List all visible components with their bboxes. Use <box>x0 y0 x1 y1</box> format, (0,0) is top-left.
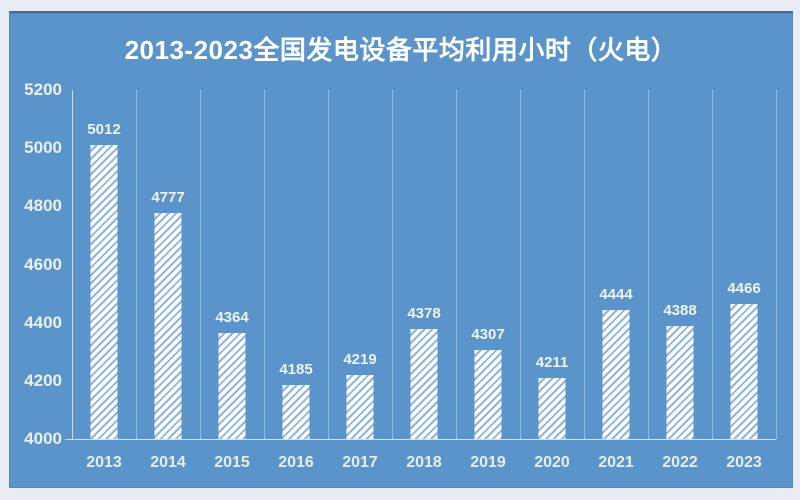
chart-panel: 2013-2023全国发电设备平均利用小时（火电） 5200 5000 4800 46… <box>9 11 793 488</box>
bar-value-label: 4378 <box>407 305 441 323</box>
bar-value-label: 4466 <box>727 279 761 297</box>
x-tick-label: 2017 <box>342 454 378 471</box>
y-tick-label: 4000 <box>24 429 62 448</box>
y-tick-label: 4600 <box>24 254 62 274</box>
bar-column: 4378 <box>392 90 456 439</box>
bar-column: 4219 <box>328 90 392 439</box>
bar-value-label: 4219 <box>343 351 377 369</box>
bar-2016 <box>282 385 310 439</box>
bar-2018 <box>410 329 438 439</box>
bar-value-label: 4364 <box>215 309 249 327</box>
bar-2022 <box>666 326 694 439</box>
bar-2014 <box>154 213 182 439</box>
y-tick-label: 4200 <box>24 370 62 390</box>
v-gridline <box>584 90 585 439</box>
bar-column: 5012 <box>72 90 136 439</box>
x-tick-label: 2022 <box>662 454 698 471</box>
bar-value-label: 4307 <box>471 325 505 343</box>
y-tick-label: 4800 <box>24 196 62 216</box>
bar-2015 <box>218 333 246 439</box>
x-axis-tick-labels: 2013 2014 2015 2016 2017 2018 2019 2020 2021 2022… <box>72 454 776 484</box>
x-tick-label: 2018 <box>406 454 442 471</box>
bar-column: 4211 <box>520 90 584 439</box>
bar-column: 4185 <box>264 90 328 439</box>
x-tick-label: 2021 <box>598 454 634 471</box>
y-tick-label: 5200 <box>24 80 62 99</box>
chart-title: 2013-2023全国发电设备平均利用小时（火电） <box>124 35 678 65</box>
x-tick-label: 2020 <box>534 454 570 471</box>
bar-2019 <box>474 349 502 439</box>
bar-column: 4388 <box>648 90 712 439</box>
v-gridline <box>200 90 201 439</box>
y-axis-line <box>72 90 73 439</box>
bar-value-label: 4211 <box>535 353 569 371</box>
x-axis-line <box>65 439 776 440</box>
x-tick-label: 2015 <box>214 454 250 471</box>
bar-2020 <box>538 377 566 439</box>
bar-2013 <box>90 144 118 439</box>
bar-column: 4444 <box>584 90 648 439</box>
v-gridline <box>520 90 521 439</box>
y-tick-label: 5000 <box>24 138 62 158</box>
v-gridline <box>264 90 265 439</box>
v-gridline <box>712 90 713 439</box>
bar-column: 4466 <box>712 90 776 439</box>
x-tick-label: 2013 <box>86 454 122 471</box>
v-gridline <box>392 90 393 439</box>
v-gridline <box>328 90 329 439</box>
v-gridline <box>648 90 649 439</box>
y-tick-label: 4400 <box>24 312 62 332</box>
x-tick-label: 2014 <box>150 454 186 471</box>
v-gridline <box>776 90 777 439</box>
bar-2023 <box>730 303 758 439</box>
bar-2021 <box>602 309 630 439</box>
bar-value-label: 4777 <box>151 189 185 206</box>
x-tick-label: 2023 <box>726 454 762 471</box>
bar-column: 4364 <box>200 90 264 439</box>
bar-value-label: 4388 <box>663 302 697 320</box>
plot-area: 5012 4777 4364 4185 4219 4378 4307 4211 4444 4388… <box>65 90 777 440</box>
bar-column: 4307 <box>456 90 520 439</box>
v-gridline <box>456 90 457 439</box>
x-tick-label: 2019 <box>470 454 506 471</box>
bar-2017 <box>346 375 374 439</box>
x-tick-label: 2016 <box>278 454 314 471</box>
y-axis-tick-labels: 5200 5000 4800 4600 4400 4200 4000 <box>9 80 62 448</box>
bar-value-label: 4185 <box>279 361 313 379</box>
bar-column: 4777 <box>136 90 200 439</box>
bar-value-label: 4444 <box>599 285 633 303</box>
v-gridline <box>136 90 137 439</box>
bar-value-label: 5012 <box>87 120 121 138</box>
